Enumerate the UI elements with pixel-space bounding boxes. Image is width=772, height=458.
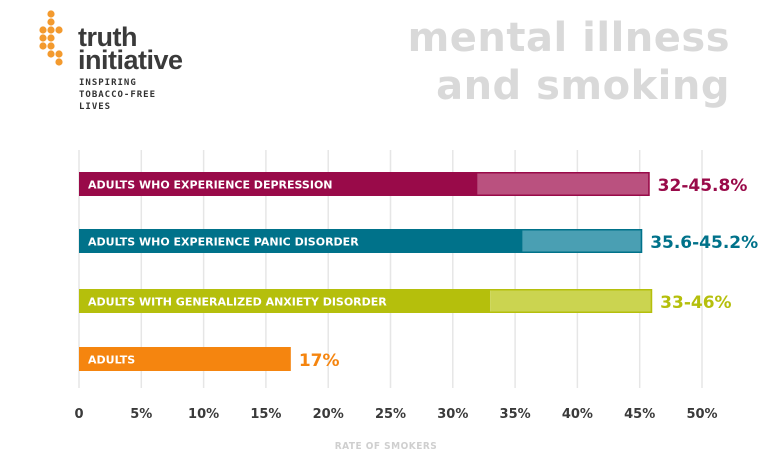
brand-tagline-3: LIVES [79,102,112,112]
value-label: 32-45.8% [658,176,748,196]
bar-range [522,229,643,253]
bar-low [79,229,523,253]
category-label: ADULTS WHO EXPERIENCE PANIC DISORDER [88,236,359,249]
chart-title-line2: and smoking [436,63,730,109]
bar-outline [79,229,643,253]
bar-outline [79,172,650,196]
bar-outline [79,289,653,313]
brand-tagline-1: INSPIRING [79,78,137,88]
bar-range [490,289,653,313]
x-tick-label: 15% [250,407,281,422]
x-tick-label: 0 [74,407,83,422]
value-label: 17% [299,351,340,371]
category-label: ADULTS WHO EXPERIENCE DEPRESSION [88,179,333,192]
value-label: 33-46% [660,293,731,313]
x-axis-label: RATE OF SMOKERS [334,441,438,452]
x-tick-label: 25% [375,407,406,422]
chart-title-line1: mental illness [407,15,730,61]
x-tick-label: 50% [686,407,717,422]
x-tick-label: 10% [188,407,219,422]
x-tick-label: 45% [624,407,655,422]
x-tick-label: 35% [500,407,531,422]
category-label: ADULTS WITH GENERALIZED ANXIETY DISORDER [88,296,387,309]
brand-name-line1: truth [78,22,137,52]
value-label: 35.6-45.2% [650,233,758,253]
truth-initiative-logo-icon [39,10,63,66]
brand-name-line2: initiative [78,45,183,75]
bar-low [79,289,491,313]
x-tick-label: 5% [130,407,152,422]
x-tick-label: 20% [313,407,344,422]
brand-tagline-2: TOBACCO-FREE [79,90,157,100]
x-tick-label: 30% [437,407,468,422]
bar-range [477,172,650,196]
bar-low [79,347,291,371]
bar-low [79,172,478,196]
category-label: ADULTS [88,354,135,367]
x-tick-label: 40% [562,407,593,422]
